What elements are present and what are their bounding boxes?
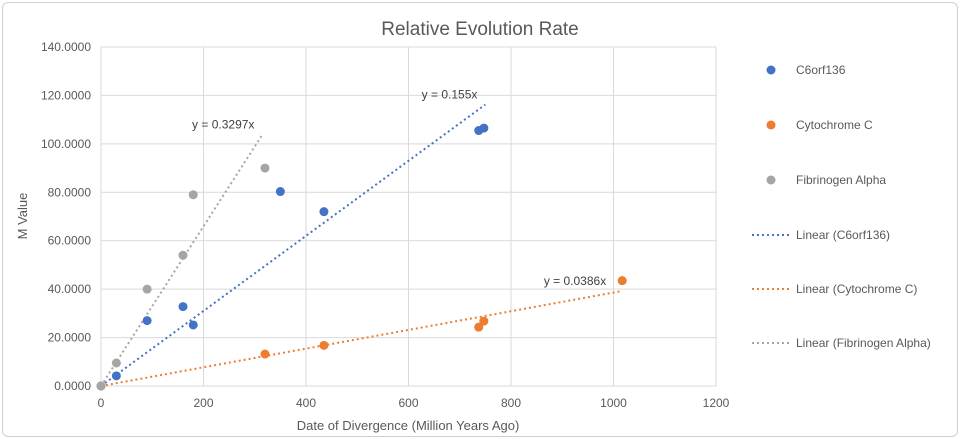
data-point: [617, 276, 627, 286]
y-tick-label: 0.0000: [54, 379, 91, 393]
legend-label: Cytochrome C: [796, 118, 873, 132]
y-tick-label: 60.0000: [48, 234, 92, 248]
x-tick-label: 400: [296, 396, 316, 410]
trendline-c6orf136: [100, 103, 486, 387]
x-tick-label: 800: [501, 396, 521, 410]
legend-label: Linear (Fibrinogen Alpha): [796, 336, 931, 350]
data-point: [142, 284, 152, 294]
y-tick-label: 40.0000: [48, 282, 92, 296]
legend-label: Fibrinogen Alpha: [796, 173, 886, 187]
y-tick-label: 140.0000: [41, 40, 91, 54]
data-point: [178, 302, 188, 312]
legend-marker: [766, 65, 776, 75]
legend-label: C6orf136: [796, 63, 846, 77]
y-tick-label: 100.0000: [41, 137, 91, 151]
data-point: [479, 123, 489, 133]
x-tick-label: 600: [398, 396, 418, 410]
y-tick-label: 20.0000: [48, 331, 92, 345]
x-tick-label: 200: [193, 396, 213, 410]
legend-marker: [766, 175, 776, 185]
data-point: [319, 207, 329, 217]
trendline-equation: y = 0.3297x: [192, 118, 254, 132]
data-point: [260, 349, 270, 359]
data-point: [96, 381, 106, 391]
legend-marker: [766, 120, 776, 130]
trendline-equations: y = 0.155x y = 0.0386x y = 0.3297x: [192, 88, 606, 288]
trendline-equation: y = 0.0386x: [544, 274, 606, 288]
data-point: [111, 371, 121, 381]
data-point: [178, 250, 188, 260]
legend-label: Linear (C6orf136): [796, 228, 890, 242]
gridlines: [100, 46, 717, 387]
trendlines: [100, 103, 623, 387]
data-point: [260, 163, 270, 173]
y-axis-label: M Value: [15, 193, 30, 240]
x-tick-labels: 0 200 400 600 800 1000 1200: [98, 396, 730, 410]
data-points: [96, 123, 627, 391]
chart-title: Relative Evolution Rate: [381, 19, 579, 40]
data-point: [319, 340, 329, 350]
x-tick-label: 1200: [703, 396, 730, 410]
data-point: [479, 316, 489, 326]
data-point: [188, 320, 198, 330]
x-axis-label: Date of Divergence (Million Years Ago): [297, 418, 520, 433]
trendline-fibrinogen-alpha: [100, 133, 264, 387]
y-tick-label: 120.0000: [41, 88, 91, 102]
data-point: [188, 190, 198, 200]
data-point: [111, 358, 121, 368]
legend-label: Linear (Cytochrome C): [796, 282, 917, 296]
data-point: [142, 316, 152, 326]
trendline-cytochrome-c: [100, 289, 623, 387]
y-tick-label: 80.0000: [48, 185, 92, 199]
x-tick-label: 1000: [600, 396, 627, 410]
data-point: [275, 187, 285, 197]
y-tick-labels: 0.0000 20.0000 40.0000 60.0000 80.0000 100.00…: [41, 40, 91, 393]
legend: C6orf136 Cytochrome C Fibrinogen Alpha Line…: [752, 63, 931, 350]
data-point: [474, 322, 484, 332]
trendline-equation: y = 0.155x: [422, 88, 478, 102]
x-tick-label: 0: [98, 396, 105, 410]
